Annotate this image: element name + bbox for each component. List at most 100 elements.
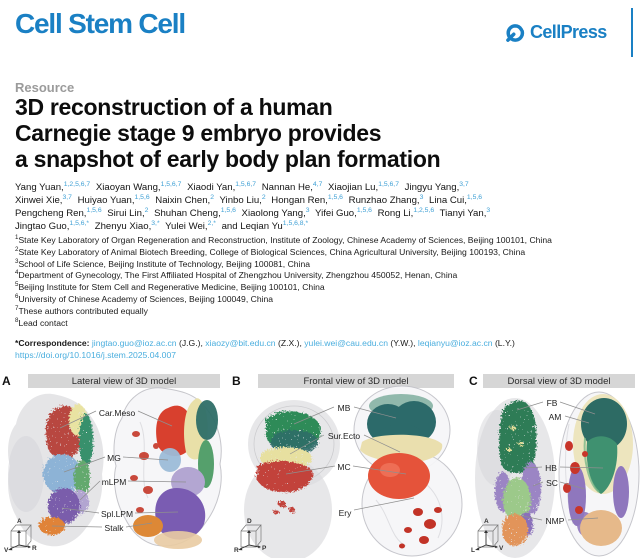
- journal-title: Cell Stem Cell: [15, 8, 186, 39]
- author-line: Jingtao Guo,1,5,6,* Zhenyu Xiao,3,* Yule…: [15, 220, 633, 233]
- author-name: and Leqian Yu: [221, 221, 283, 232]
- article-type-label: Resource: [15, 80, 75, 95]
- affiliation: 6University of Chinese Academy of Scienc…: [15, 293, 274, 304]
- author-name: Xiaolong Yang,: [241, 208, 306, 219]
- author-affil-sup: 2,*: [207, 219, 216, 227]
- title-line: a snapshot of early body plan formation: [15, 146, 441, 172]
- publisher-name: CellPress: [530, 22, 607, 42]
- affiliation: 4Department of Gynecology, The First Aff…: [15, 269, 458, 281]
- author-affil-sup: 2: [144, 206, 149, 214]
- axis-right-label: V: [499, 545, 504, 552]
- correspondence-initials: (Z.X.),: [275, 338, 305, 348]
- region-green-points: [74, 460, 90, 496]
- author-name: Xiaojian Lu,: [328, 182, 379, 193]
- author-name: Xiaodi Yan,: [187, 182, 236, 193]
- axis-left-label: V: [4, 547, 9, 554]
- author-affil-sup: 1,5,6: [134, 193, 150, 201]
- author-affil-sup: 1,5,6,8,*: [282, 219, 309, 227]
- author-line: Yang Yuan,1,2,5,6,7 Xiaoyan Wang,1,5,6,7…: [15, 181, 633, 194]
- axis-right-label: P: [262, 545, 267, 552]
- axis-up-label: A: [484, 518, 489, 525]
- affiliation: 7These authors contributed equally: [15, 304, 148, 316]
- axis-cube: A L V: [471, 518, 504, 554]
- doi-link[interactable]: https://doi.org/10.1016/j.stem.2025.04.0…: [15, 350, 177, 360]
- axis-right-label: R: [32, 545, 37, 552]
- author-name: Yifei Guo,: [315, 208, 357, 219]
- author-name: Shuhan Cheng,: [154, 208, 221, 219]
- author-name: Runzhao Zhang,: [348, 195, 420, 206]
- author-affil-sup: 1,5,6,7: [160, 180, 182, 188]
- structure-labels: Car.Meso MG mLPM Spl.LPM Stalk: [51, 408, 187, 533]
- region-teal-points: [79, 414, 93, 466]
- panel-letter: C: [469, 374, 478, 388]
- region-teal: [196, 400, 218, 440]
- structure-label: Spl.LPM: [101, 509, 133, 519]
- author-name: Pengcheng Ren,: [15, 208, 87, 219]
- author-name: Jingyu Yang,: [404, 182, 460, 193]
- author-name: Yulei Wei,: [165, 221, 208, 232]
- red-spots: [130, 431, 159, 513]
- panel-title: Dorsal view of 3D model: [508, 376, 611, 387]
- structure-label: Stalk: [105, 523, 125, 533]
- affiliation: 2State Key Laboratory of Animal Biotech …: [15, 245, 526, 257]
- structure-label: SC: [546, 478, 558, 488]
- correspondence-email[interactable]: yulei.wei@cau.edu.cn: [304, 338, 388, 348]
- structure-labels: FB AM HB SC NMP: [516, 398, 604, 526]
- figure-panel-b: B Frontal view of 3D model: [232, 374, 463, 558]
- structure-label: Car.Meso: [99, 408, 136, 418]
- region-mc: [368, 453, 430, 499]
- title-line: Carnegie stage 9 embryo provides: [15, 120, 382, 146]
- ery-spots: [399, 507, 442, 549]
- author-affil-sup: 2: [261, 193, 266, 201]
- author-list: Yang Yuan,1,2,5,6,7 Xiaoyan Wang,1,5,6,7…: [15, 181, 633, 233]
- region-mg-points: [43, 454, 81, 494]
- author-affil-sup: 1,5,6,*: [69, 219, 90, 227]
- pointcloud-render-dorsal: [475, 398, 555, 558]
- region-fb: [581, 398, 627, 450]
- region-nmp-points: [502, 514, 528, 546]
- author-affil-sup: 1,5,6: [220, 206, 236, 214]
- author-name: Nannan He,: [261, 182, 313, 193]
- correspondence-email[interactable]: xiaozy@bit.edu.cn: [205, 338, 276, 348]
- title-line: 3D reconstruction of a human: [15, 94, 333, 120]
- author-affil-sup: 1,5,6,7: [378, 180, 399, 188]
- author-affil-sup: 1,5,6: [86, 206, 102, 214]
- region-hb: [586, 436, 618, 494]
- author-affil-sup: 3,*: [151, 219, 160, 227]
- correspondence-email[interactable]: leqianyu@ioz.ac.cn: [417, 338, 493, 348]
- author-name: Xinwei Xie,: [15, 195, 63, 206]
- author-name: Hongan Ren,: [271, 195, 328, 206]
- panel-letter: A: [2, 374, 11, 388]
- correspondence-line: *Correspondence: jingtao.guo@ioz.ac.cn (…: [15, 338, 637, 348]
- author-affil-sup: 1,2,5,6: [413, 206, 435, 214]
- author-affil-sup: 4,7: [312, 180, 323, 188]
- region-mc-points: [256, 461, 313, 493]
- axis-up-label: D: [247, 518, 252, 525]
- affiliation: 3School of Life Science, Beijing Institu…: [15, 257, 311, 269]
- author-name: Sirui Lin,: [107, 208, 145, 219]
- structure-label: Ery: [339, 508, 353, 518]
- panel-letter: B: [232, 374, 241, 388]
- structure-label: mLPM: [102, 477, 127, 487]
- affiliation: 1State Key Laboratory of Organ Regenerat…: [15, 234, 552, 245]
- affiliation-list: 1State Key Laboratory of Organ Regenerat…: [15, 235, 637, 329]
- axis-left-label: R: [234, 547, 239, 554]
- publisher-logo: CellPress: [505, 22, 607, 43]
- author-affil-sup: 1,5,6,7: [235, 180, 257, 188]
- cellpress-logo-icon: [506, 23, 525, 42]
- panel-title-bar: [483, 374, 635, 388]
- surface-render-lateral: [113, 387, 222, 549]
- surface-render-dorsal: [558, 391, 640, 557]
- pointcloud-render-lateral: [8, 393, 104, 547]
- axis-cube: D R P: [234, 518, 267, 554]
- correspondence-email[interactable]: jingtao.guo@ioz.ac.cn: [91, 338, 177, 348]
- author-affil-sup: 3,7: [62, 193, 72, 201]
- author-name: Lina Cui,: [429, 195, 467, 206]
- structure-label: Sur.Ecto: [328, 431, 360, 441]
- panel-title-bar: [28, 374, 220, 388]
- author-affil-sup: 1,2,5,6,7: [63, 180, 91, 188]
- author-name: Rong Li,: [377, 208, 414, 219]
- structure-label: FB: [547, 398, 558, 408]
- affiliation: 5Beijing Institute for Stem Cell and Reg…: [15, 281, 325, 293]
